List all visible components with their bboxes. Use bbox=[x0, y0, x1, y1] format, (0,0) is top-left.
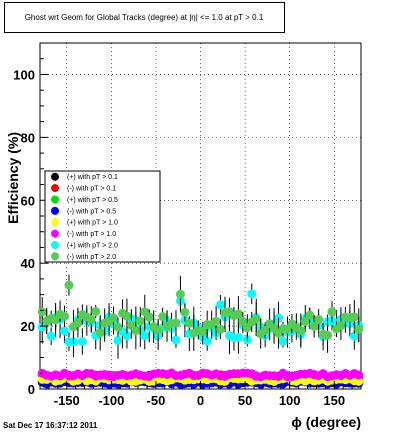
data-point bbox=[202, 336, 212, 346]
data-point bbox=[86, 314, 96, 324]
data-point bbox=[260, 325, 270, 335]
data-point bbox=[46, 331, 56, 341]
data-point bbox=[354, 376, 364, 386]
data-point bbox=[327, 307, 337, 317]
data-point bbox=[354, 370, 364, 380]
data-point bbox=[171, 335, 181, 345]
data-point bbox=[60, 326, 70, 336]
x-axis-label: ϕ (degree) bbox=[291, 414, 361, 430]
legend-marker bbox=[51, 184, 59, 193]
y-tick-label: 80 bbox=[21, 130, 35, 145]
legend-label: (+) with pT > 0.1 bbox=[67, 174, 118, 181]
data-point bbox=[247, 289, 257, 299]
data-point bbox=[91, 306, 101, 316]
data-point bbox=[113, 335, 123, 345]
data-point bbox=[144, 312, 154, 322]
legend-marker bbox=[51, 218, 59, 227]
legend-label: (-) with pT > 0.5 bbox=[67, 208, 116, 215]
data-point bbox=[233, 309, 243, 319]
series-group bbox=[37, 368, 364, 382]
legend-marker bbox=[51, 229, 59, 238]
legend-box bbox=[44, 170, 161, 263]
data-point bbox=[158, 312, 168, 322]
legend-label: (-) with pT > 0.1 bbox=[67, 186, 116, 193]
data-point bbox=[122, 311, 132, 321]
data-point bbox=[77, 336, 87, 346]
data-point bbox=[122, 331, 132, 341]
legend-marker bbox=[51, 195, 59, 204]
data-point bbox=[109, 313, 119, 323]
legend: (+) with pT > 0.1 (-) with pT > 0.1 (+) wi… bbox=[44, 170, 161, 263]
data-point bbox=[184, 318, 194, 328]
chart-title: Ghost wrt Geom for Global Tracks (degree… bbox=[25, 13, 264, 22]
data-point bbox=[323, 330, 333, 340]
data-point bbox=[336, 321, 346, 331]
legend-label: (-) with pT > 2.0 bbox=[67, 254, 116, 261]
x-tick-label: -150 bbox=[54, 393, 80, 408]
data-point bbox=[37, 307, 47, 317]
data-point bbox=[140, 331, 150, 341]
legend-marker bbox=[51, 240, 59, 249]
legend-marker bbox=[51, 172, 59, 181]
legend-marker bbox=[51, 206, 59, 215]
data-point bbox=[278, 336, 288, 346]
data-point bbox=[113, 322, 123, 332]
legend-marker bbox=[51, 252, 59, 261]
legend-label: (+) with pT > 2.0 bbox=[67, 242, 118, 249]
data-point bbox=[95, 328, 105, 338]
data-point bbox=[309, 321, 319, 331]
x-tick-label: 100 bbox=[279, 393, 301, 408]
data-point bbox=[171, 318, 181, 328]
x-tick-label: -50 bbox=[147, 393, 166, 408]
data-point bbox=[64, 280, 74, 290]
data-point bbox=[233, 332, 243, 342]
x-tick-label: 150 bbox=[323, 393, 345, 408]
data-point bbox=[314, 314, 324, 324]
data-point bbox=[73, 318, 83, 328]
data-point bbox=[131, 326, 141, 336]
title-box bbox=[4, 2, 285, 33]
y-tick-label: 0 bbox=[28, 382, 35, 397]
data-point bbox=[216, 300, 226, 310]
data-point bbox=[153, 325, 163, 335]
y-tick-label: 40 bbox=[21, 256, 35, 271]
axes: -150 -100 -50 0 50 100 150 0 20 40 60 80 100 bbox=[13, 42, 362, 408]
data-point bbox=[135, 316, 145, 326]
y-tick-label: 60 bbox=[21, 193, 35, 208]
data-point bbox=[354, 324, 364, 334]
y-tick-label: 100 bbox=[13, 67, 35, 82]
y-tick-label: 20 bbox=[21, 319, 35, 334]
x-tick-label: 0 bbox=[197, 393, 204, 408]
data-point bbox=[251, 314, 261, 324]
legend-label: (+) with pT > 0.5 bbox=[67, 197, 118, 204]
data-point bbox=[211, 316, 221, 326]
data-point bbox=[175, 289, 185, 299]
data-point bbox=[349, 312, 359, 322]
data-point bbox=[296, 326, 306, 336]
y-axis-label: Efficiency (%) bbox=[5, 132, 21, 224]
timestamp: Sat Dec 17 16:37:12 2011 bbox=[3, 421, 98, 430]
legend-label: (+) with pT > 1.0 bbox=[67, 220, 118, 227]
x-tick-label: 50 bbox=[238, 393, 252, 408]
data-point bbox=[198, 327, 208, 337]
legend-label: (-) with pT > 1.0 bbox=[67, 231, 116, 238]
data-point bbox=[216, 324, 226, 334]
x-tick-label: -100 bbox=[98, 393, 124, 408]
data-point bbox=[300, 316, 310, 326]
series-group bbox=[37, 274, 364, 353]
data-point bbox=[305, 310, 315, 320]
data-point bbox=[349, 331, 359, 341]
data-point bbox=[60, 311, 70, 321]
data-point bbox=[180, 307, 190, 317]
